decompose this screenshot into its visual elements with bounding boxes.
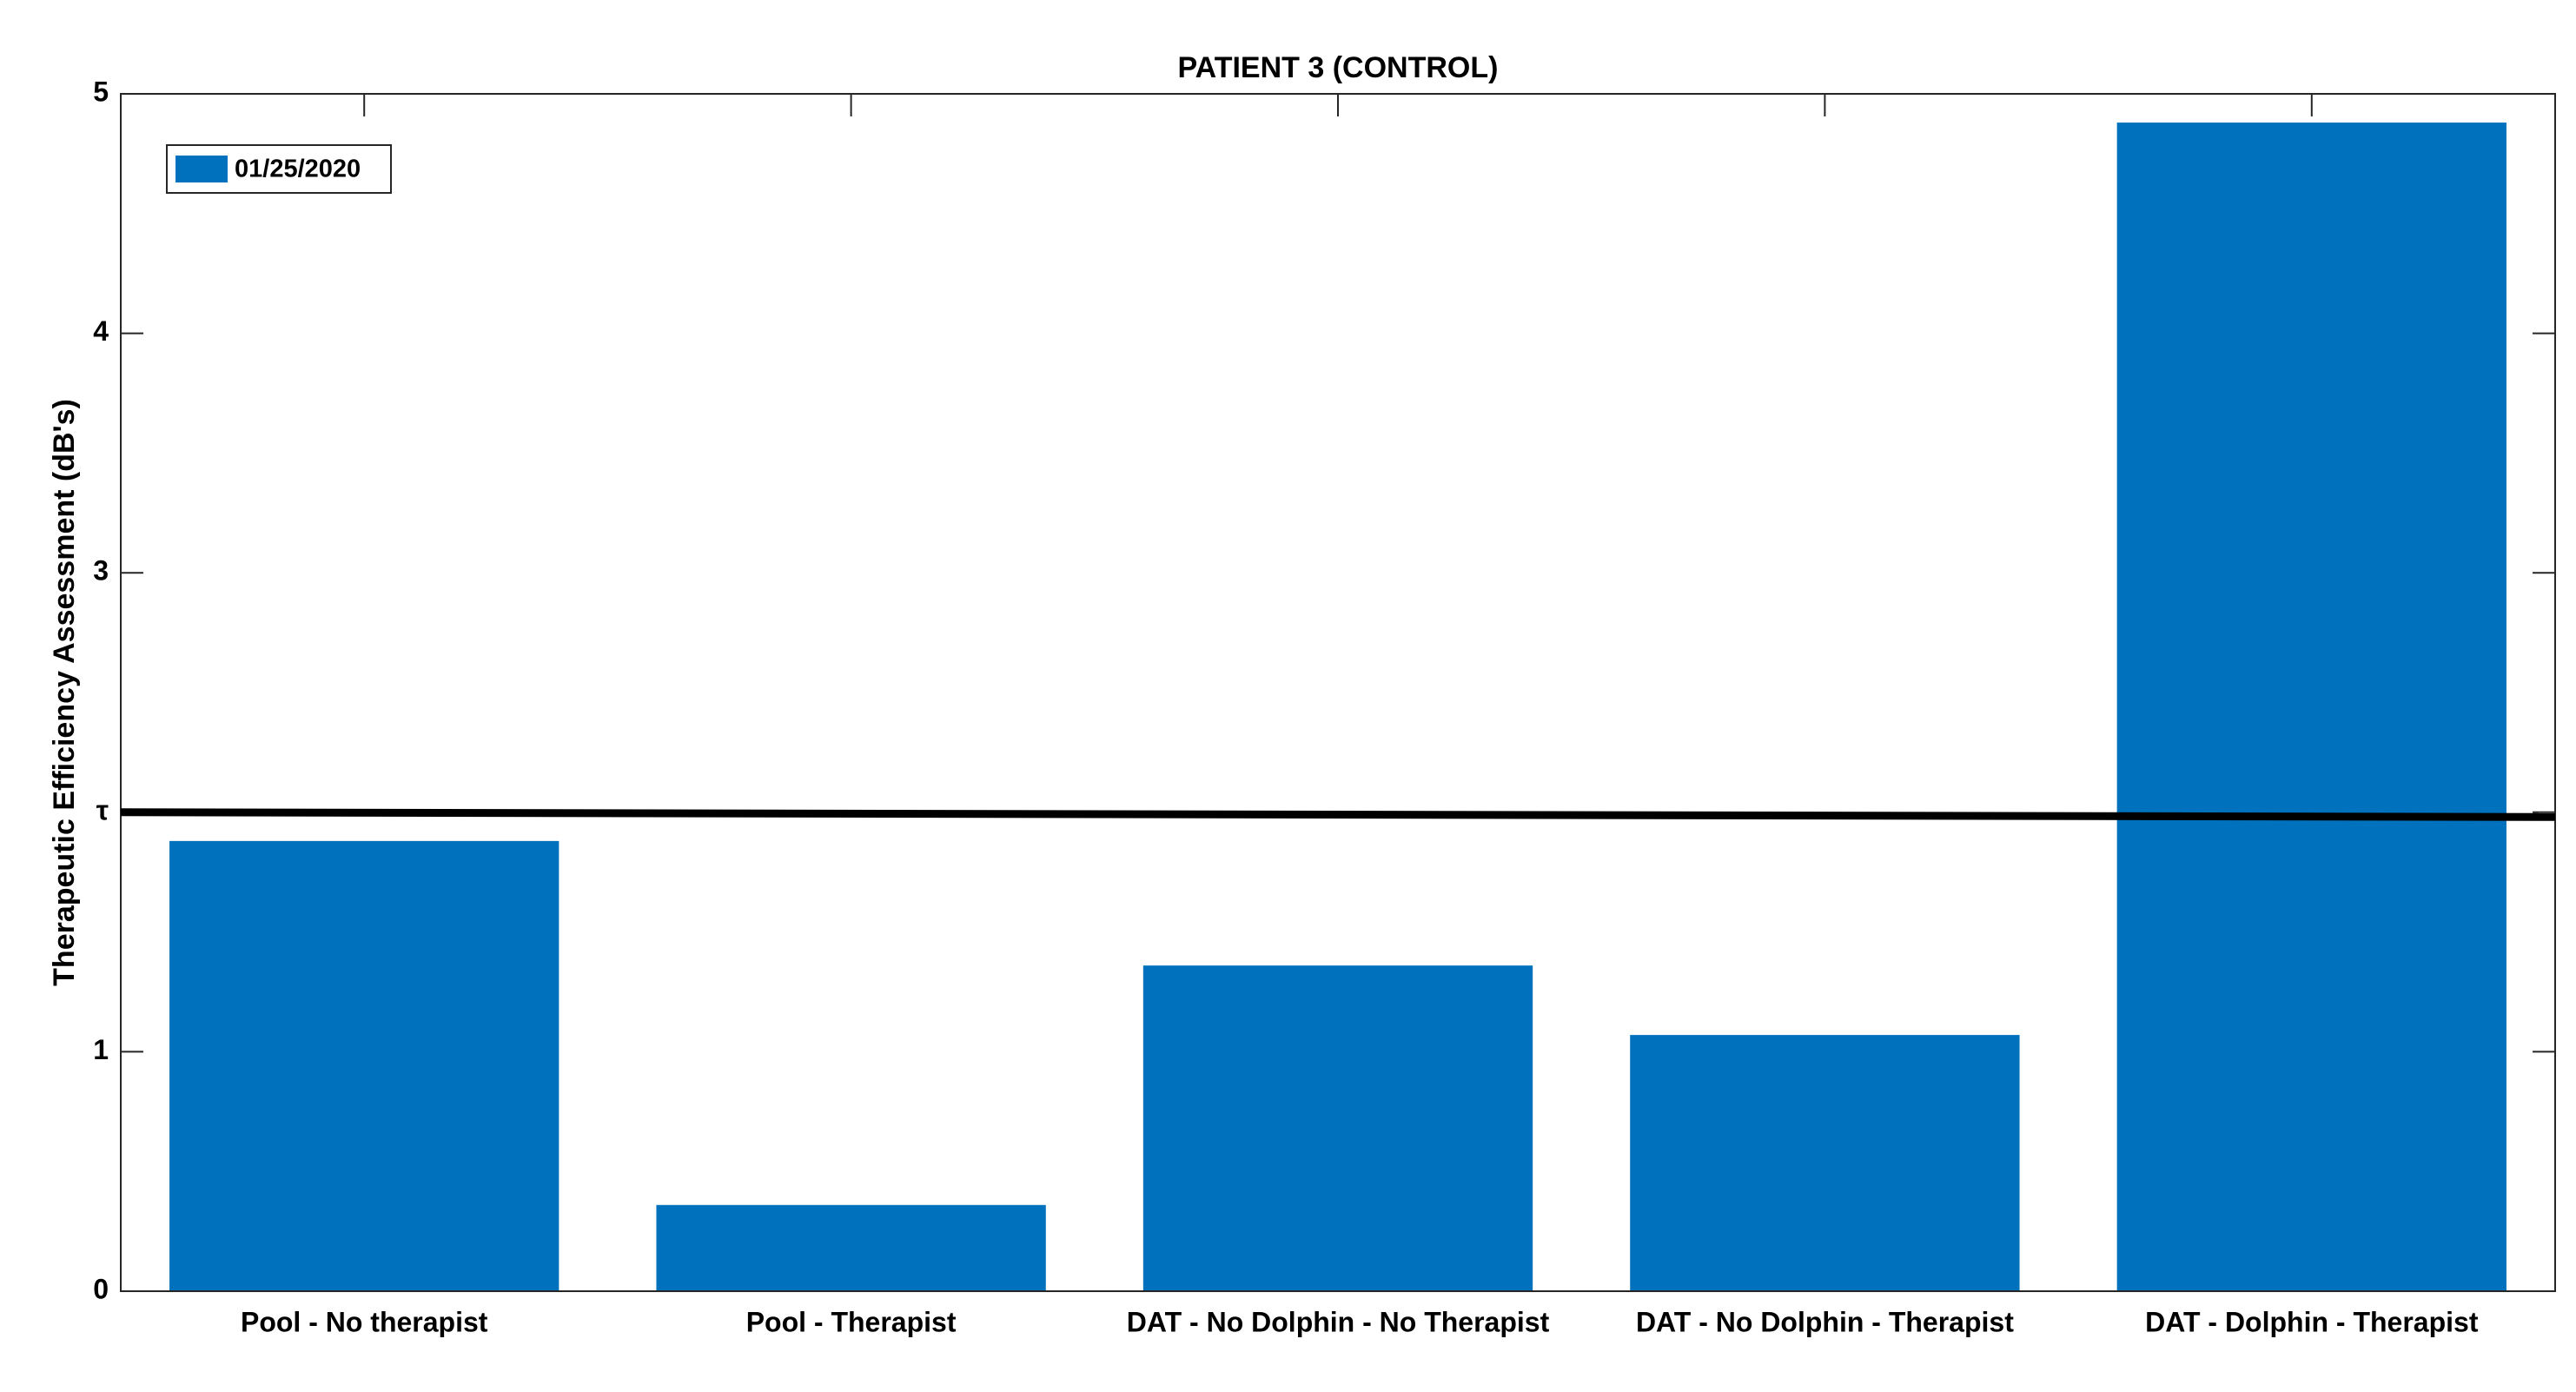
y-tick-label: 0 bbox=[93, 1273, 109, 1304]
legend-label: 01/25/2020 bbox=[235, 156, 361, 183]
bar bbox=[1630, 1035, 2020, 1291]
bar bbox=[2116, 123, 2506, 1291]
x-tick-label: DAT - Dolphin - Therapist bbox=[2145, 1306, 2479, 1337]
y-tick-label: 3 bbox=[93, 555, 109, 587]
y-tick-label: 5 bbox=[93, 76, 109, 107]
y-tick-label: 1 bbox=[93, 1034, 109, 1065]
x-tick-label: Pool - No therapist bbox=[241, 1306, 488, 1337]
y-tick-label: τ bbox=[96, 794, 109, 825]
bar bbox=[1142, 965, 1533, 1291]
x-tick-label: Pool - Therapist bbox=[746, 1306, 957, 1337]
axes-box bbox=[120, 93, 2556, 1292]
x-tick-label: DAT - No Dolphin - No Therapist bbox=[1127, 1306, 1550, 1337]
y-axis-label: Therapeutic Efficiency Assessment (dB's) bbox=[48, 399, 81, 986]
chart-title: PATIENT 3 (CONTROL) bbox=[1178, 51, 1499, 84]
bar bbox=[656, 1204, 1046, 1291]
legend-swatch bbox=[175, 156, 228, 182]
bar bbox=[169, 840, 560, 1291]
x-tick-label: DAT - No Dolphin - Therapist bbox=[1636, 1306, 2014, 1337]
y-tick-label: 4 bbox=[93, 315, 109, 347]
threshold-line bbox=[120, 808, 2556, 821]
